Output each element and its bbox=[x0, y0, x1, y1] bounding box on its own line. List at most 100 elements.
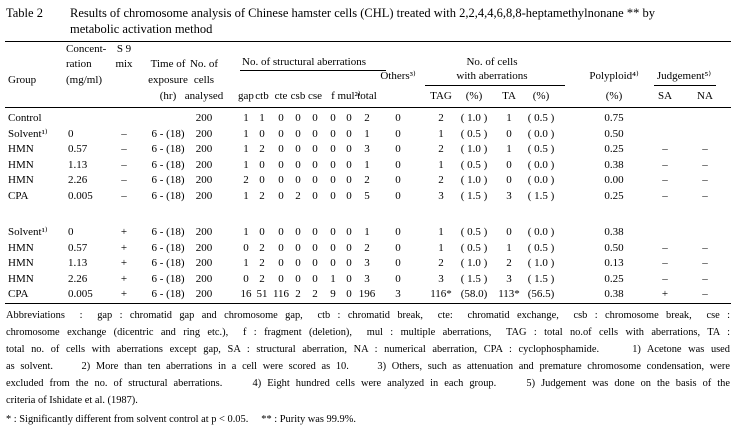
cell: ( 1.0 ) bbox=[527, 257, 555, 270]
header-cell: ctb bbox=[255, 90, 269, 102]
cell: 0 bbox=[278, 127, 284, 140]
cell: 0 bbox=[312, 241, 318, 254]
cell: 2 bbox=[438, 174, 444, 187]
title-line: metabolic activation method bbox=[70, 22, 213, 36]
cell: 2 bbox=[259, 257, 265, 270]
cell: ( 0.0 ) bbox=[527, 127, 555, 140]
footnote: criteria of Ishidate et al. (1987). bbox=[6, 395, 138, 406]
cell: 0 bbox=[312, 226, 318, 238]
cell: 0 bbox=[278, 112, 284, 124]
cell: 6 - (18) bbox=[151, 127, 185, 140]
group-header: with aberrations bbox=[456, 70, 528, 82]
cell: 0 bbox=[68, 127, 74, 140]
cell: 6 - (18) bbox=[151, 143, 185, 156]
group-rule bbox=[425, 85, 565, 86]
cell: 0 bbox=[506, 158, 512, 171]
cell: ( 0.5 ) bbox=[460, 127, 488, 140]
cell: ( 0.0 ) bbox=[527, 158, 555, 171]
group-rule bbox=[240, 70, 386, 71]
cell: 0 bbox=[312, 127, 318, 140]
cell: 0.50 bbox=[604, 241, 624, 254]
cell: 1 bbox=[506, 112, 512, 124]
cell: 0.50 bbox=[604, 127, 624, 140]
cell: 0.38 bbox=[604, 158, 624, 171]
row-label: Solvent¹⁾ bbox=[8, 127, 48, 140]
cell: 0 bbox=[506, 127, 512, 140]
cell: 1 bbox=[438, 241, 444, 254]
cell: + bbox=[120, 241, 128, 254]
header-cell: mul²⁾ bbox=[337, 90, 361, 102]
cell: – bbox=[702, 174, 708, 187]
header-cell: Polyploid⁴⁾ bbox=[589, 70, 639, 82]
cell: ( 0.5 ) bbox=[527, 112, 555, 124]
header-cell: exposure bbox=[148, 74, 188, 86]
title-line: Results of chromosome analysis of Chines… bbox=[70, 6, 655, 20]
row-label: Control bbox=[8, 112, 42, 124]
cell: 0 bbox=[395, 127, 401, 140]
cell: 2 bbox=[259, 190, 265, 202]
cell: 200 bbox=[195, 226, 213, 238]
cell: 200 bbox=[195, 112, 213, 124]
row-label: HMN bbox=[8, 272, 34, 285]
header-cell: total bbox=[357, 90, 377, 102]
cell: 2 bbox=[259, 241, 265, 254]
footnote: total no. of cells with aberrations exce… bbox=[6, 344, 730, 355]
cell: 0 bbox=[295, 127, 301, 140]
cell: 2.26 bbox=[68, 174, 88, 187]
cell: 200 bbox=[195, 143, 213, 156]
cell: 0 bbox=[278, 190, 284, 202]
footnote: as solvent. 2) More than ten aberrations… bbox=[6, 361, 730, 372]
cell: 0 bbox=[312, 174, 318, 187]
cell: 200 bbox=[195, 241, 213, 254]
cell: 0 bbox=[243, 241, 249, 254]
cell: 200 bbox=[195, 174, 213, 187]
cell: ( 0.5 ) bbox=[460, 158, 488, 171]
header-cell: f bbox=[331, 90, 335, 102]
cell: 0 bbox=[346, 190, 352, 202]
cell: (56.5) bbox=[527, 288, 555, 301]
cell: + bbox=[661, 288, 669, 301]
cell: 0 bbox=[346, 241, 352, 254]
cell: 3 bbox=[364, 143, 370, 156]
cell: 1 bbox=[330, 272, 336, 285]
header-cell: csb bbox=[290, 90, 306, 102]
cell: 6 - (18) bbox=[151, 174, 185, 187]
cell: 2 bbox=[259, 143, 265, 156]
cell: 3 bbox=[438, 190, 444, 202]
cell: 0 bbox=[259, 158, 265, 171]
row-label: Solvent¹⁾ bbox=[8, 226, 48, 238]
cell: ( 1.5 ) bbox=[527, 272, 555, 285]
cell: 0 bbox=[330, 143, 336, 156]
header-cell: (%) bbox=[465, 90, 483, 102]
cell: ( 0.0 ) bbox=[527, 174, 555, 187]
cell: 6 - (18) bbox=[151, 226, 185, 238]
row-label: HMN bbox=[8, 143, 34, 156]
cell: 0 bbox=[395, 226, 401, 238]
cell: 0 bbox=[395, 112, 401, 124]
header-cell: ration bbox=[66, 58, 92, 70]
group-header: Judgement⁵⁾ bbox=[656, 70, 712, 82]
cell: 0 bbox=[312, 112, 318, 124]
cell: 1 bbox=[259, 112, 265, 124]
cell: 0 bbox=[346, 226, 352, 238]
cell: 0 bbox=[330, 241, 336, 254]
cell: 0 bbox=[395, 143, 401, 156]
cell: 0 bbox=[346, 257, 352, 270]
group-rule bbox=[654, 85, 716, 86]
cell: 0 bbox=[295, 158, 301, 171]
header-cell: NA bbox=[697, 90, 713, 102]
cell: 2 bbox=[438, 112, 444, 124]
cell: 3 bbox=[506, 190, 512, 202]
cell: 3 bbox=[438, 272, 444, 285]
cell: 0 bbox=[346, 127, 352, 140]
header-cell: Time of bbox=[150, 58, 186, 70]
cell: 0 bbox=[295, 226, 301, 238]
cell: 6 - (18) bbox=[151, 257, 185, 270]
header-cell: mix bbox=[115, 58, 133, 70]
cell: 0 bbox=[506, 174, 512, 187]
cell: 0.38 bbox=[604, 288, 624, 301]
cell: 2 bbox=[438, 257, 444, 270]
cell: 2 bbox=[295, 288, 301, 301]
cell: 200 bbox=[195, 272, 213, 285]
footnote: * : Significantly different from solvent… bbox=[6, 414, 356, 425]
